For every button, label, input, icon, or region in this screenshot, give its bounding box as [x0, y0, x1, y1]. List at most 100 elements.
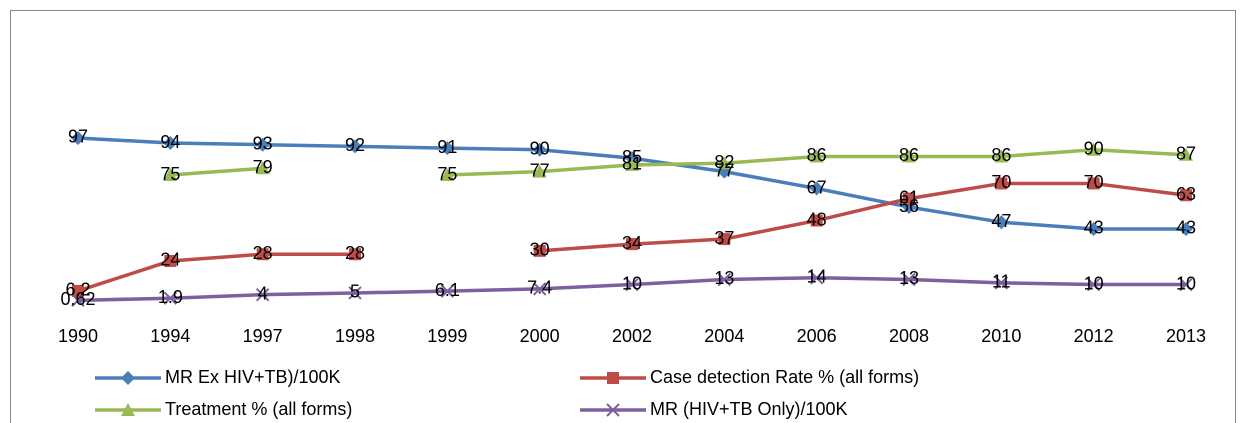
data-point [440, 141, 455, 156]
data-point [995, 177, 1008, 190]
legend-marker [121, 371, 135, 385]
data-label: 24 [160, 250, 180, 270]
data-point [256, 248, 269, 261]
data-point [718, 233, 731, 246]
data-point [994, 149, 1009, 163]
data-point [626, 238, 638, 251]
data-label: 91 [437, 137, 457, 157]
data-label: 87 [1176, 144, 1196, 164]
data-label: 13 [714, 268, 734, 288]
data-label: 10 [622, 273, 642, 293]
legend-marker [607, 372, 619, 384]
data-label: 28 [345, 243, 365, 263]
data-point [1086, 221, 1101, 236]
data-label: 1.9 [158, 287, 183, 307]
data-label: 10 [1176, 273, 1196, 293]
data-point [349, 248, 361, 261]
data-point [1086, 277, 1101, 292]
data-point [1179, 221, 1193, 236]
data-point [1180, 189, 1192, 202]
data-point [348, 286, 362, 300]
data-point [902, 149, 916, 163]
data-point [71, 293, 85, 308]
data-label: 75 [437, 164, 457, 184]
x-tick-label: 2006 [797, 326, 837, 346]
data-label: 6.1 [435, 280, 460, 300]
data-point [1179, 147, 1193, 161]
series-line [77, 181, 1187, 293]
data-point [1179, 277, 1193, 292]
data-label: 70 [1084, 172, 1104, 192]
data-point [717, 272, 732, 287]
data-point [1086, 142, 1101, 156]
data-label: 79 [253, 157, 273, 177]
data-point [440, 284, 455, 298]
data-point [440, 168, 455, 182]
legend-label: MR Ex HIV+TB)/100K [165, 367, 341, 387]
data-label: 37 [714, 228, 734, 248]
data-point [348, 139, 362, 154]
data-label: 30 [530, 240, 550, 260]
data-label: 86 [899, 145, 919, 165]
data-point [625, 157, 639, 171]
data-point [532, 282, 547, 296]
x-tick-label: 1998 [335, 326, 375, 346]
data-label: 47 [991, 211, 1011, 231]
data-label: 34 [622, 233, 642, 253]
data-label: 85 [622, 147, 642, 167]
data-label: 75 [160, 164, 180, 184]
data-label: 7.4 [527, 278, 552, 298]
x-tick-label: 2002 [612, 326, 652, 346]
data-point [902, 272, 916, 287]
chart-border [10, 10, 1236, 423]
data-label: 43 [1176, 218, 1196, 238]
data-point [625, 277, 639, 292]
data-label: 93 [253, 133, 273, 153]
data-point [903, 192, 915, 205]
data-label: 86 [991, 145, 1011, 165]
data-point [255, 137, 270, 152]
x-tick-label: 1994 [150, 326, 190, 346]
data-label: 0.62 [60, 289, 95, 309]
data-label: 5 [350, 282, 360, 302]
data-label: 63 [1176, 184, 1196, 204]
data-label: 4 [258, 283, 268, 303]
x-tick-label: 1990 [58, 326, 98, 346]
legend-label: Treatment % (all forms) [165, 399, 352, 419]
legend-marker [606, 403, 620, 417]
x-tick-label: 2004 [704, 326, 744, 346]
data-label: 67 [807, 177, 827, 197]
legend-label: Case detection Rate % (all forms) [650, 367, 919, 387]
data-point [163, 291, 178, 305]
x-tick-label: 2012 [1074, 326, 1114, 346]
data-point [255, 287, 270, 302]
data-label: 28 [253, 243, 273, 263]
data-point [717, 156, 732, 170]
x-tick-label: 2008 [889, 326, 929, 346]
data-label: 90 [1084, 139, 1104, 159]
data-point [163, 168, 178, 182]
data-label: 90 [530, 139, 550, 159]
x-tick-label: 1999 [427, 326, 467, 346]
data-point [809, 149, 824, 163]
data-label: 70 [991, 172, 1011, 192]
data-label: 48 [807, 209, 827, 229]
x-tick-label: 2013 [1166, 326, 1206, 346]
data-point [810, 214, 823, 227]
data-point [532, 164, 547, 178]
x-tick-label: 2010 [981, 326, 1021, 346]
data-point [164, 254, 177, 267]
data-point [809, 181, 824, 196]
data-label: 14 [807, 267, 827, 287]
data-point [994, 276, 1009, 290]
data-point [994, 215, 1009, 230]
data-label: 10 [1084, 273, 1104, 293]
data-point [532, 142, 547, 157]
legend-label: MR (HIV+TB Only)/100K [650, 399, 848, 419]
x-tick-label: 2000 [520, 326, 560, 346]
data-label: 61 [899, 187, 919, 207]
data-label: 92 [345, 135, 365, 155]
data-label: 6.2 [65, 280, 90, 300]
data-point [255, 161, 270, 175]
data-label: 56 [899, 196, 919, 216]
